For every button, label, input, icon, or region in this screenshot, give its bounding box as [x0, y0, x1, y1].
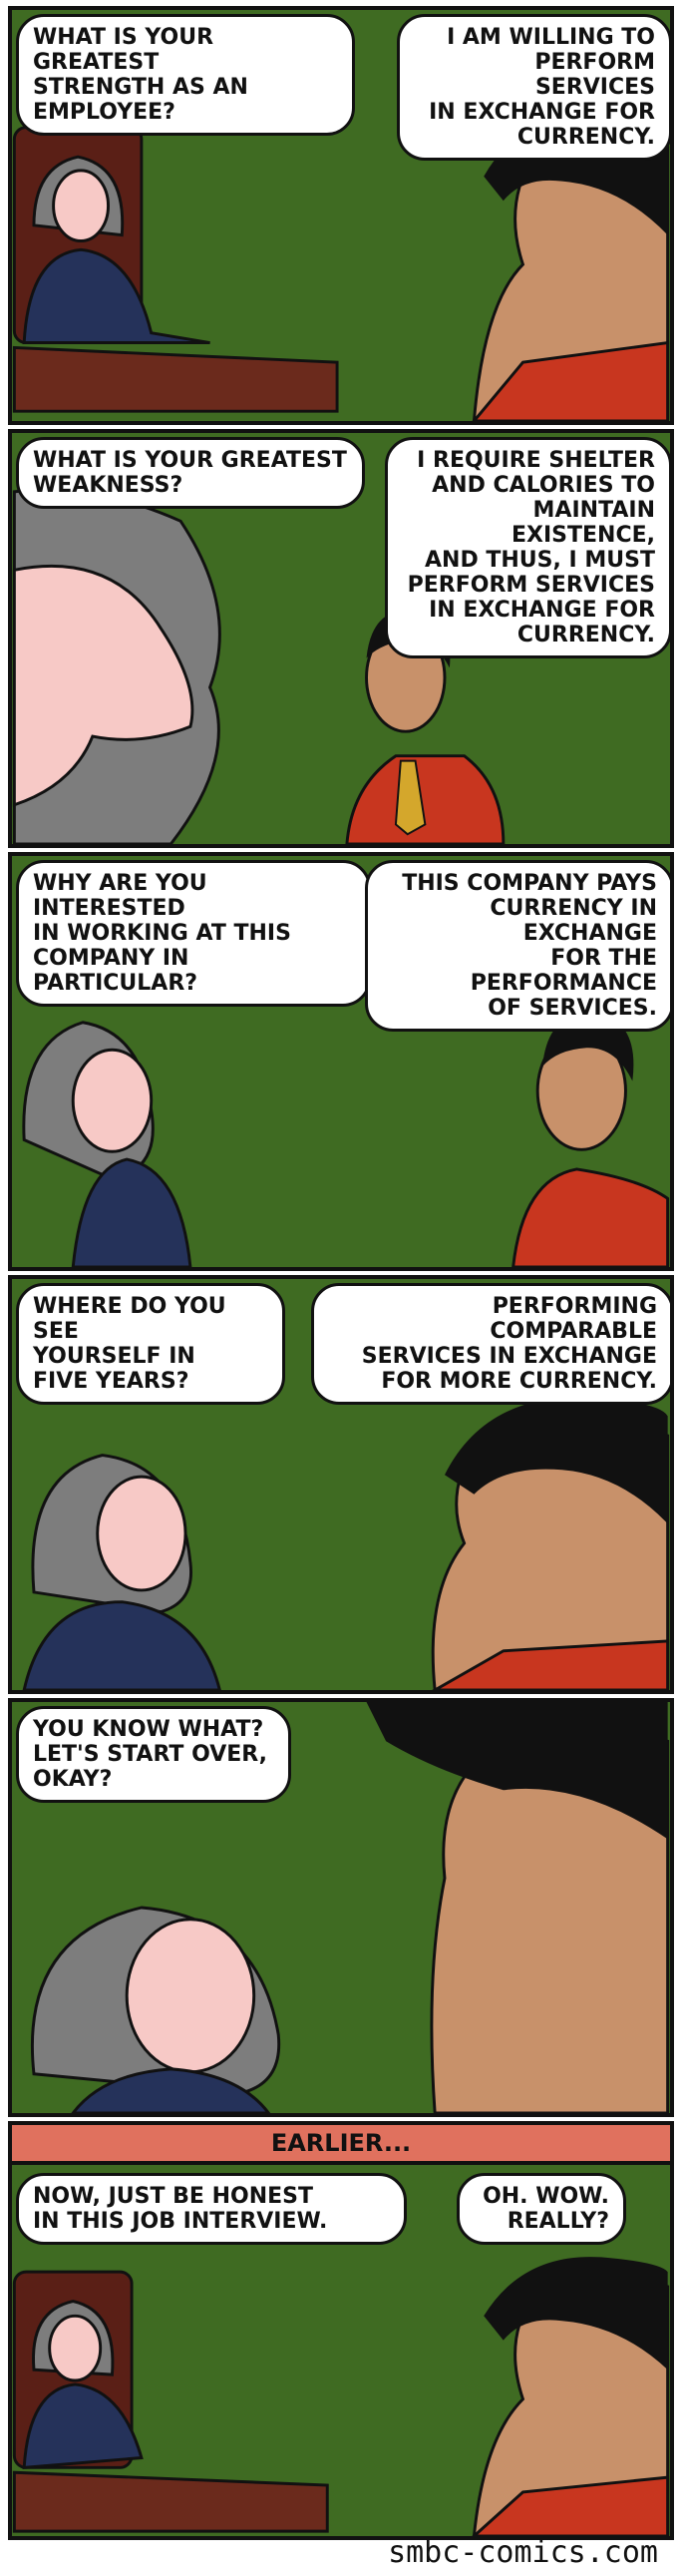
speech-bubble-interviewer: WHAT IS YOUR GREATEST WEAKNESS? — [16, 437, 365, 509]
speech-bubble-interviewer: WHAT IS YOUR GREATEST STRENGTH AS AN EMP… — [16, 14, 355, 136]
speech-bubble-interviewer: YOU KNOW WHAT? LET'S START OVER, OKAY? — [16, 1706, 291, 1803]
caption-earlier: EARLIER... — [12, 2125, 670, 2165]
speech-bubble-candidate: I REQUIRE SHELTER AND CALORIES TO MAINTA… — [385, 437, 670, 658]
speech-bubble-candidate: OH. WOW. REALLY? — [457, 2173, 626, 2245]
comic-panel-4: WHERE DO YOU SEE YOURSELF IN FIVE YEARS?… — [8, 1275, 674, 1694]
comic-panel-3: WHY ARE YOU INTERESTED IN WORKING AT THI… — [8, 852, 674, 1271]
speech-bubble-interviewer: WHERE DO YOU SEE YOURSELF IN FIVE YEARS? — [16, 1283, 285, 1405]
comic-panel-6: EARLIER... NOW, JUST BE HONEST IN THIS J… — [8, 2121, 674, 2540]
speech-bubble-interviewer: NOW, JUST BE HONEST IN THIS JOB INTERVIE… — [16, 2173, 407, 2245]
speech-bubble-candidate: PERFORMING COMPARABLE SERVICES IN EXCHAN… — [311, 1283, 670, 1405]
site-credit: smbc-comics.com — [388, 2535, 658, 2570]
comic-panel-2: WHAT IS YOUR GREATEST WEAKNESS? I REQUIR… — [8, 429, 674, 848]
speech-bubble-candidate: THIS COMPANY PAYS CURRENCY IN EXCHANGE F… — [365, 860, 670, 1032]
speech-bubble-candidate: I AM WILLING TO PERFORM SERVICES IN EXCH… — [397, 14, 670, 161]
comic-panel-5: YOU KNOW WHAT? LET'S START OVER, OKAY? — [8, 1698, 674, 2117]
comic-panel-1: WHAT IS YOUR GREATEST STRENGTH AS AN EMP… — [8, 6, 674, 425]
speech-bubble-interviewer: WHY ARE YOU INTERESTED IN WORKING AT THI… — [16, 860, 371, 1007]
